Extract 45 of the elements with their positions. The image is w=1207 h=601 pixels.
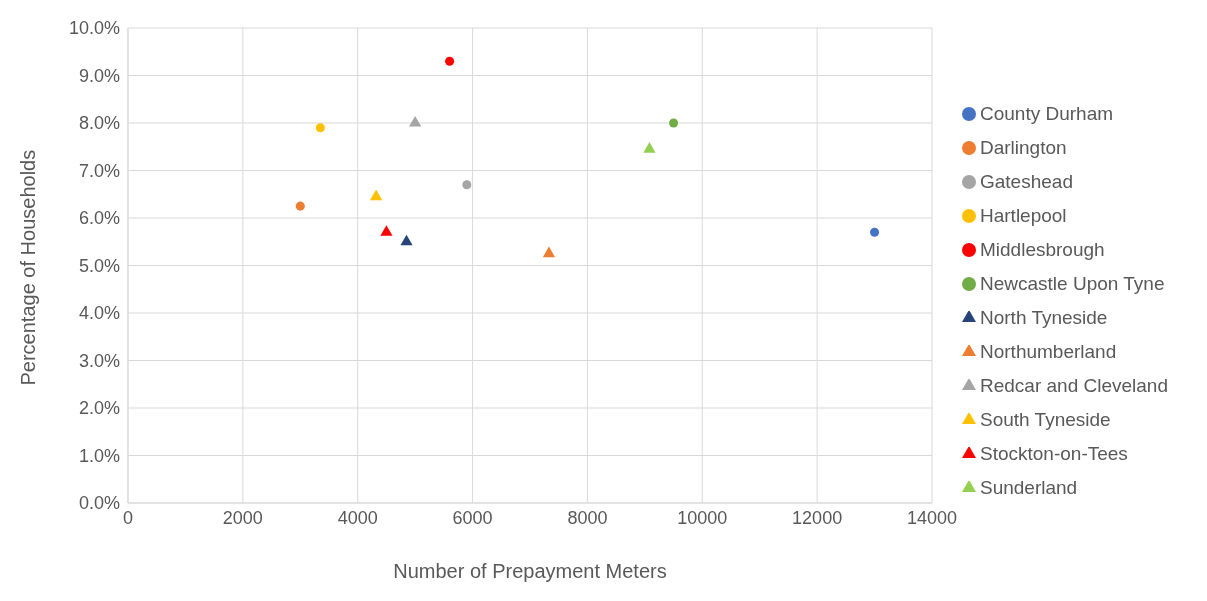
legend-label: Darlington [979,136,1067,158]
point [462,180,472,190]
legend-label: Middlesbrough [979,238,1105,260]
x-tick-label: 12000 [792,507,843,528]
legend-label: Northumberland [979,340,1117,362]
legend-label: Stockton-on-Tees [979,442,1128,464]
x-tick-label: 10000 [677,507,728,528]
y-tick-label: 4.0% [78,303,120,324]
y-tick-label: 5.0% [78,255,120,276]
y-tick-label: 10.0% [68,18,120,39]
y-tick-label: 8.0% [78,113,120,134]
legend-label: South Tyneside [979,408,1111,430]
point [370,189,383,201]
y-tick-label: 3.0% [78,350,120,371]
x-tick-label: 8000 [567,507,608,528]
y-tick-label: 9.0% [78,65,120,86]
y-tick-label: 6.0% [78,208,120,229]
x-tick-label: 6000 [452,507,493,528]
point [315,123,325,133]
point [669,118,679,128]
legend-label: Gateshead [979,170,1073,192]
point [643,142,656,153]
point [400,234,413,246]
y-tick-label: 7.0% [78,160,120,181]
legend-label: Newcastle Upon Tyne [979,272,1165,294]
legend-label: North Tyneside [979,306,1108,328]
x-tick-label: 0 [122,507,134,528]
legend-label: County Durham [979,102,1114,124]
x-tick-label: 2000 [222,507,263,528]
x-tick-label: 4000 [337,507,378,528]
point [295,201,305,211]
y-axis-title: Percentage of Households [17,149,40,386]
x-tick-label: 14000 [906,507,958,528]
legend-label: Sunderland [979,476,1078,498]
point [870,227,880,237]
x-axis-title: Number of Prepayment Meters [393,560,667,582]
point [542,246,556,258]
point [380,225,393,236]
y-tick-label: 1.0% [78,445,120,466]
point [409,115,422,127]
legend-label: Redcar and Cleveland [979,374,1168,396]
y-tick-label: 0.0% [78,493,120,514]
y-tick-label: 2.0% [78,398,120,419]
point [445,56,455,66]
legend-label: Hartlepool [979,204,1067,226]
